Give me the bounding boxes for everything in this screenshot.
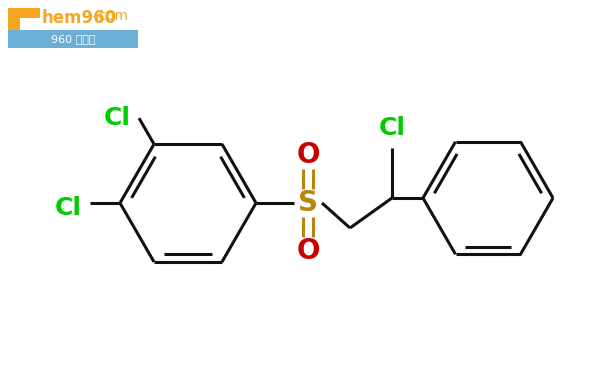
Text: Cl: Cl	[55, 196, 82, 220]
Text: S: S	[298, 189, 318, 217]
Text: 960 化工网: 960 化工网	[51, 34, 95, 44]
Text: Cl: Cl	[104, 106, 131, 130]
Text: .com: .com	[94, 9, 128, 23]
Bar	[8, 30, 138, 48]
Text: O: O	[296, 237, 320, 265]
Text: Cl: Cl	[379, 116, 405, 140]
Text: hem960: hem960	[42, 9, 117, 27]
Polygon shape	[8, 8, 40, 43]
Text: O: O	[296, 141, 320, 169]
